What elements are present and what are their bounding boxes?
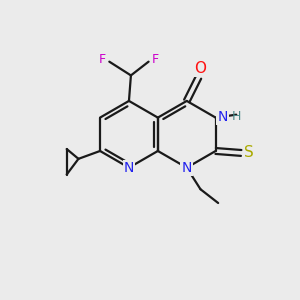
Text: N: N bbox=[124, 161, 134, 175]
Text: F: F bbox=[99, 53, 106, 66]
Text: S: S bbox=[244, 146, 254, 160]
Text: N: N bbox=[217, 110, 228, 124]
Text: F: F bbox=[152, 53, 159, 66]
Text: N: N bbox=[182, 161, 192, 175]
Text: O: O bbox=[194, 61, 206, 76]
Text: H: H bbox=[231, 110, 241, 123]
